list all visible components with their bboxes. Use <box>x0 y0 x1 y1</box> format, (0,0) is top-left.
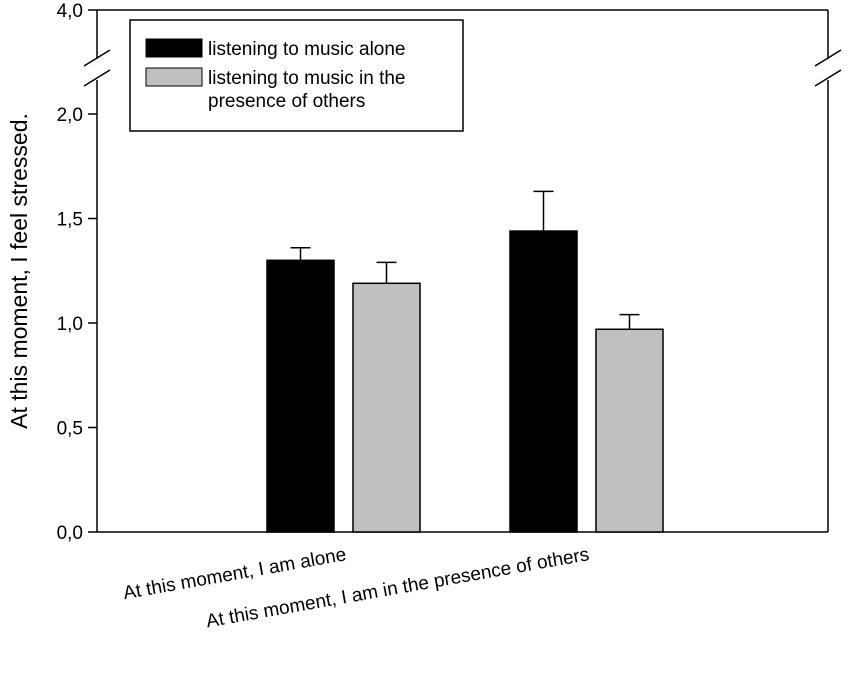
y-tick-label: 2,0 <box>57 105 83 126</box>
y-tick-label: 1,0 <box>57 314 83 335</box>
plot-frame <box>83 9 842 533</box>
axis-break-left-1 <box>83 49 111 67</box>
bar-music-alone <box>266 259 335 533</box>
axis-break-left-2 <box>83 69 111 87</box>
category-label-presence-of-others: At this moment, I am in the presence of … <box>204 544 590 632</box>
legend-label-music-with-others: listening to music in the presence of ot… <box>208 68 411 112</box>
y-tick-label: 1,5 <box>57 210 83 231</box>
bars <box>266 190 664 533</box>
y-tick-label: 4,0 <box>57 1 83 22</box>
axis-break-right-1 <box>814 49 842 67</box>
y-ticks: 0,0 0,5 1,0 1,5 2,0 4,0 <box>57 1 97 544</box>
y-axis-label: At this moment, I feel stressed. <box>6 113 32 429</box>
y-tick-label: 0,0 <box>57 523 83 544</box>
legend-label-line-1: listening to music in the <box>208 68 406 89</box>
y-tick-label: 0,5 <box>57 419 83 440</box>
legend-label-music-alone: listening to music alone <box>208 39 406 60</box>
legend-swatch-music-with-others <box>145 67 203 87</box>
axis-break-right-2 <box>814 69 842 87</box>
legend: listening to music alone listening to mu… <box>129 19 464 132</box>
legend-label-line-2: presence of others <box>208 91 365 112</box>
legend-swatch-music-alone <box>145 38 203 58</box>
bar-music-with-others <box>352 282 421 533</box>
bar-music-alone <box>509 230 578 533</box>
bar-music-with-others <box>595 328 664 533</box>
